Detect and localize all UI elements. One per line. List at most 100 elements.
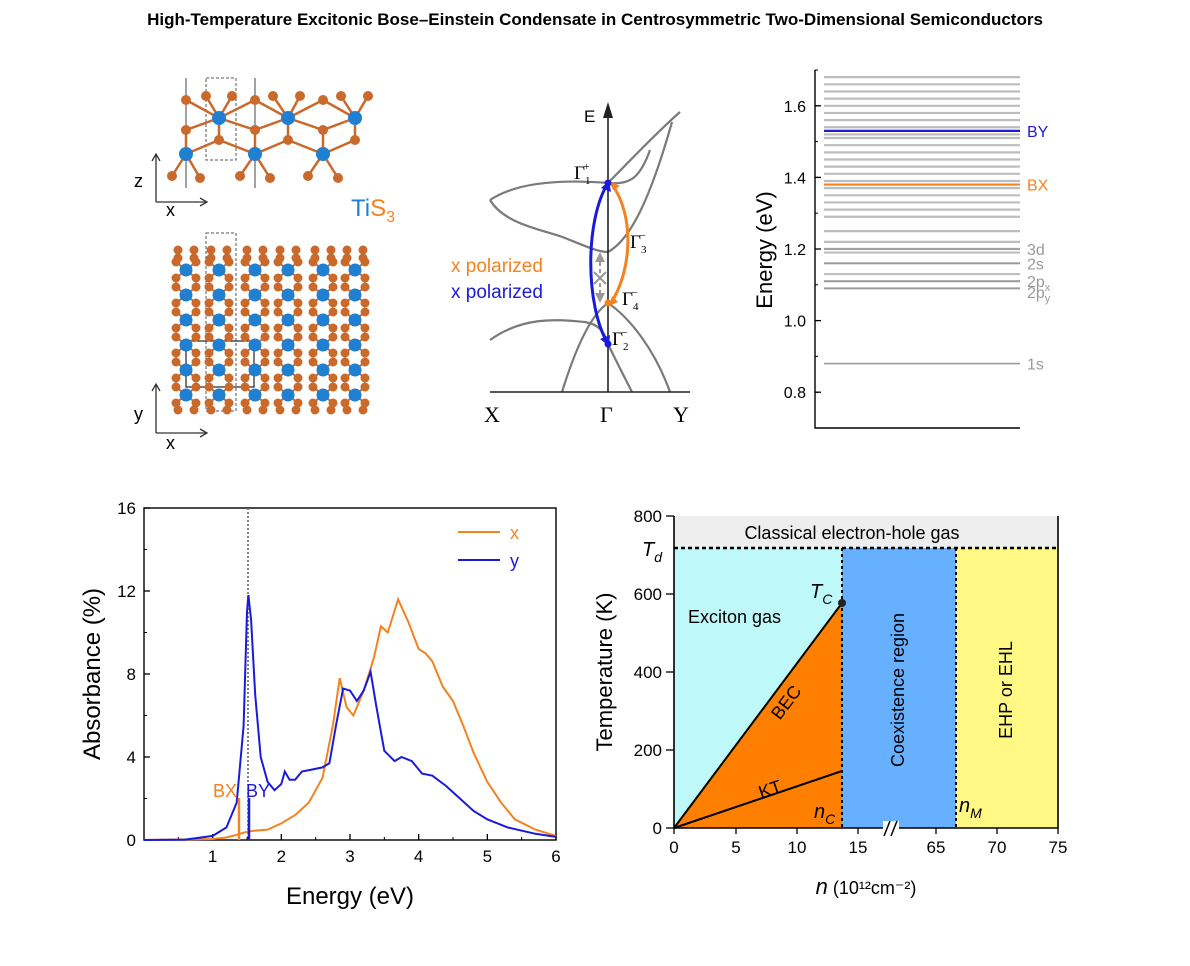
titanium-atom — [316, 147, 330, 161]
sulfur-atom — [308, 398, 318, 408]
sulfur-atom — [204, 323, 214, 333]
sulfur-atom — [204, 373, 214, 383]
sulfur-atom — [189, 245, 199, 255]
sulfur-atom — [189, 405, 199, 415]
titanium-atom — [179, 363, 193, 377]
sulfur-atom — [240, 257, 250, 267]
phase-diagram-chart: 0 5 10 15 65 70 75 0 200 400 600 800 Classical elec… — [592, 507, 1067, 899]
xtick-label: 0 — [669, 838, 678, 857]
sulfur-atom — [240, 398, 250, 408]
titanium-atom — [179, 338, 193, 352]
axis-x-label-bottom: x — [166, 433, 175, 453]
sulfur-atom — [358, 245, 368, 255]
titanium-atom — [348, 111, 362, 125]
energy-axis-label: E — [584, 107, 595, 126]
sulfur-atom — [260, 323, 270, 333]
sulfur-atom — [222, 405, 232, 415]
sulfur-atom — [206, 245, 216, 255]
unit-cell-box — [205, 232, 237, 412]
sulfur-atom — [191, 373, 201, 383]
sulfur-atom — [235, 171, 245, 181]
sulfur-atom — [273, 332, 283, 342]
sulfur-atom — [293, 298, 303, 308]
sulfur-atom — [340, 382, 350, 392]
titanium-atom — [348, 388, 362, 402]
sulfur-atom — [293, 398, 303, 408]
sulfur-atom — [360, 298, 370, 308]
classical-label: Classical electron-hole gas — [744, 523, 959, 543]
kt-line — [673, 770, 843, 829]
axis-x-label-top: x — [166, 200, 175, 220]
side-view-axes — [151, 152, 209, 207]
sulfur-atom — [293, 257, 303, 267]
absorbance-xlabel: Energy (eV) — [286, 883, 414, 910]
sulfur-atom — [240, 323, 250, 333]
sulfur-atom — [350, 135, 360, 145]
sulfur-atom — [340, 398, 350, 408]
level-label-2p: 2py — [1027, 285, 1051, 305]
sulfur-atom — [273, 357, 283, 367]
ytick-label: 600 — [634, 585, 662, 604]
band-points — [604, 179, 612, 348]
sulfur-atom — [171, 323, 181, 333]
titanium-atom — [212, 111, 226, 125]
sulfur-atom — [260, 298, 270, 308]
sulfur-atom — [328, 332, 338, 342]
titanium-atom — [281, 313, 295, 327]
sulfur-atom — [260, 307, 270, 317]
level-label-BY: BY — [1027, 124, 1049, 141]
sulfur-atom — [224, 323, 234, 333]
sulfur-atom — [224, 373, 234, 383]
titanium-atom — [281, 363, 295, 377]
bec-boundary — [673, 602, 843, 829]
sulfur-atom — [308, 257, 318, 267]
top-view-axes — [151, 382, 209, 438]
titanium-atom — [281, 111, 295, 125]
sulfur-atom — [224, 332, 234, 342]
sulfur-atom — [273, 382, 283, 392]
titanium-atom — [348, 313, 362, 327]
k-point-gamma: Γ — [600, 402, 613, 427]
sulfur-atom — [260, 348, 270, 358]
sulfur-atom — [273, 307, 283, 317]
sulfur-atom — [214, 135, 224, 145]
sulfur-atom — [342, 405, 352, 415]
sulfur-atom — [240, 373, 250, 383]
sulfur-atom — [308, 323, 318, 333]
titanium-atom — [179, 388, 193, 402]
sulfur-atom — [204, 307, 214, 317]
level-label-BX: BX — [1027, 178, 1049, 195]
xtick-label: 65 — [927, 838, 946, 857]
legend-x: x — [510, 523, 519, 543]
sulfur-atom — [293, 382, 303, 392]
xtick-label: 70 — [988, 838, 1007, 857]
sulfur-atom — [360, 282, 370, 292]
sulfur-atom — [224, 307, 234, 317]
axis-y-label: y — [134, 404, 143, 424]
sulfur-atom — [360, 348, 370, 358]
sulfur-atom — [308, 307, 318, 317]
sulfur-atom — [240, 273, 250, 283]
sulfur-atom — [191, 282, 201, 292]
sulfur-atom — [250, 125, 260, 135]
sulfur-atom — [360, 273, 370, 283]
sulfur-atom — [240, 307, 250, 317]
sulfur-atom — [328, 382, 338, 392]
sulfur-atom — [360, 257, 370, 267]
titanium-atom — [316, 338, 330, 352]
sulfur-atom — [360, 307, 370, 317]
sulfur-atom — [240, 332, 250, 342]
sulfur-atom — [326, 245, 336, 255]
titanium-atom — [316, 388, 330, 402]
sulfur-atom — [293, 307, 303, 317]
sulfur-atom — [291, 245, 301, 255]
sulfur-atom — [340, 282, 350, 292]
sulfur-atom — [240, 382, 250, 392]
tc-label: TC — [810, 581, 833, 607]
sulfur-atom — [293, 357, 303, 367]
phase-ticks: 0 5 10 15 65 70 75 0 200 400 600 800 — [634, 507, 1068, 857]
sulfur-atom — [171, 357, 181, 367]
sulfur-atom — [328, 323, 338, 333]
sulfur-atom — [328, 282, 338, 292]
